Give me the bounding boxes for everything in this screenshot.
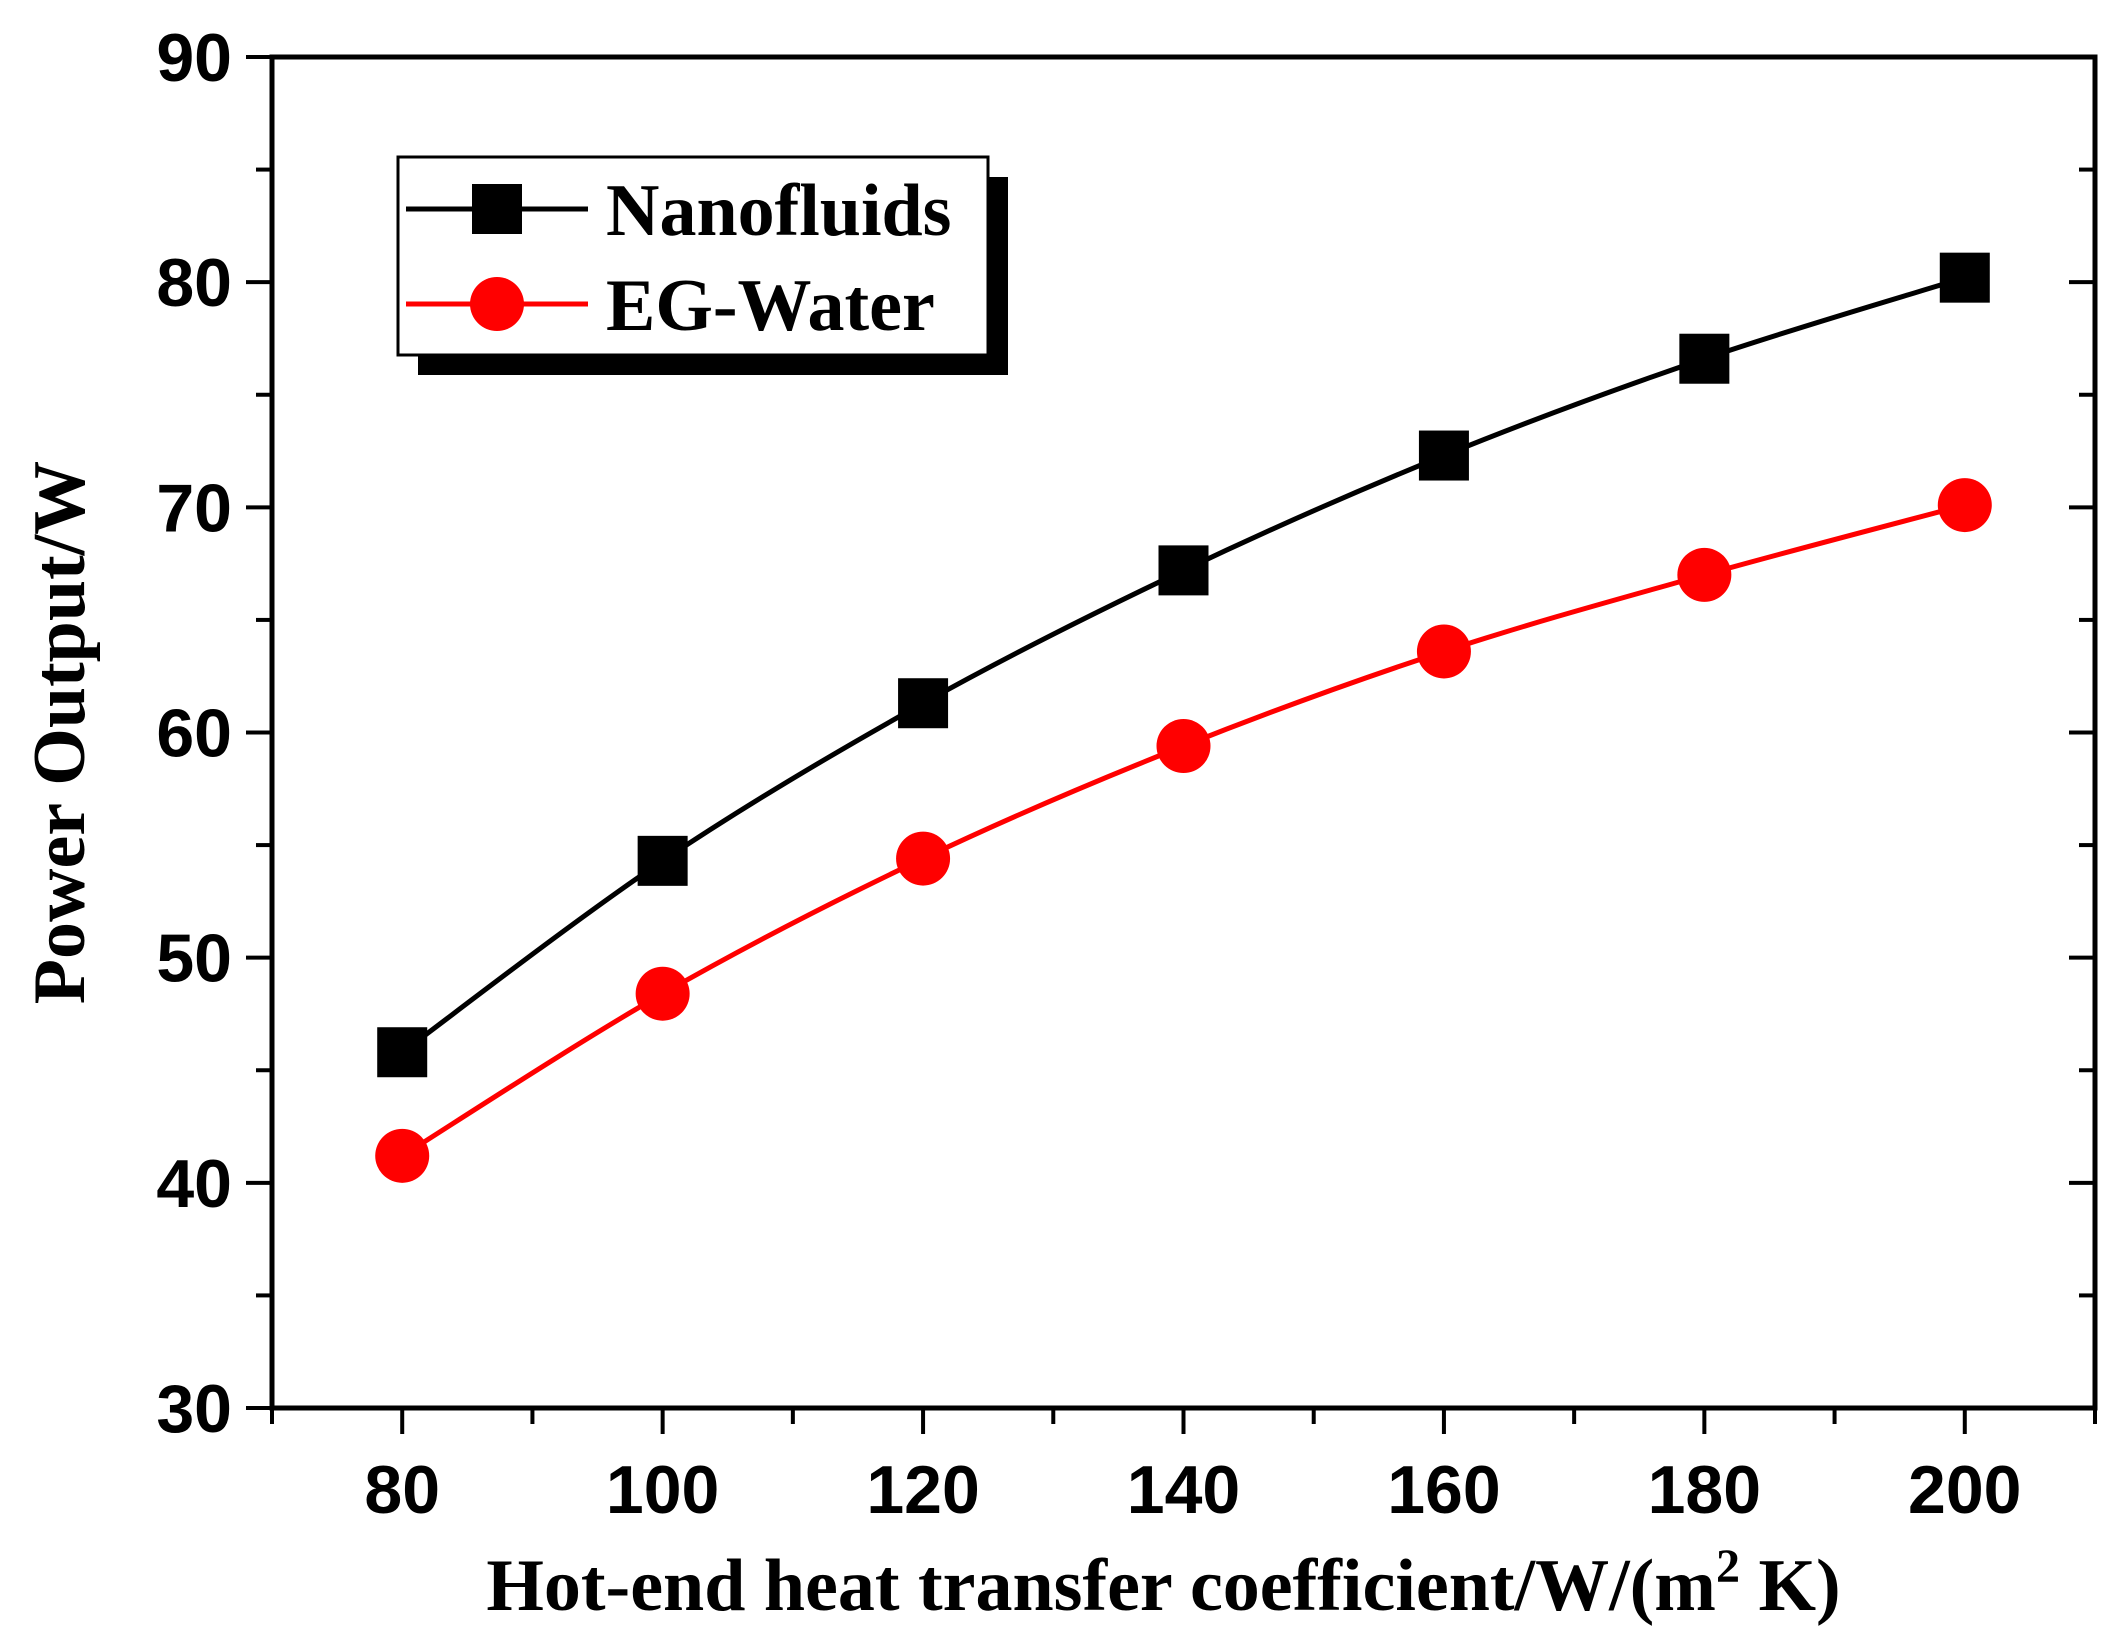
y-tick-label: 30 <box>156 1371 232 1447</box>
data-point-nanofluids <box>1418 430 1469 481</box>
data-point-eg-water <box>1677 547 1732 602</box>
legend-item-nanofluids: Nanofluids <box>406 170 951 252</box>
x-tick-label: 180 <box>1648 1452 1761 1528</box>
data-point-eg-water <box>1416 624 1471 679</box>
tick-labels: 80 100 120 140 160 180 200 30 40 50 60 70 80 90 <box>156 20 2021 1528</box>
data-point-eg-water <box>896 831 951 886</box>
y-tick-label: 90 <box>156 20 232 96</box>
legend-label: EG-Water <box>606 265 935 347</box>
x-axis-title-main: Hot-end heat transfer coefficient/W/(m <box>486 1545 1716 1627</box>
x-tick-label: 200 <box>1908 1452 2021 1528</box>
axis-ticks <box>246 55 2097 1434</box>
data-point-eg-water <box>375 1128 430 1183</box>
y-tick-label: 70 <box>156 470 232 546</box>
x-axis-title: Hot-end heat transfer coefficient/W/(m2 … <box>486 1540 1840 1627</box>
legend-marker-square <box>472 184 522 234</box>
y-tick-label: 80 <box>156 245 232 321</box>
data-point-nanofluids <box>637 835 688 886</box>
data-point-nanofluids <box>898 678 949 729</box>
x-tick-label: 80 <box>364 1452 440 1528</box>
legend: Nanofluids EG-Water <box>396 155 1008 375</box>
y-tick-label: 50 <box>156 921 232 997</box>
y-axis-title: Power Output/W <box>19 461 101 1004</box>
x-tick-label: 140 <box>1127 1452 1240 1528</box>
x-tick-label: 120 <box>866 1452 979 1528</box>
x-tick-label: 160 <box>1387 1452 1500 1528</box>
data-point-nanofluids <box>377 1027 428 1078</box>
plot-frame <box>269 54 2098 1411</box>
y-tick-label: 40 <box>156 1146 232 1222</box>
data-point-nanofluids <box>1679 333 1730 384</box>
data-point-nanofluids <box>1158 545 1209 596</box>
series-eg-water <box>375 478 1992 1183</box>
y-tick-label: 60 <box>156 696 232 772</box>
data-point-eg-water <box>1937 478 1992 533</box>
legend-marker-circle <box>470 277 524 331</box>
x-axis-title-sup: 2 <box>1716 1540 1740 1593</box>
data-point-eg-water <box>635 966 690 1021</box>
data-point-nanofluids <box>1939 252 1990 303</box>
series-nanofluids <box>377 252 1990 1078</box>
legend-label: Nanofluids <box>606 170 951 252</box>
x-tick-label: 100 <box>606 1452 719 1528</box>
series-layer <box>375 252 1992 1183</box>
x-axis-title-tail: K) <box>1740 1545 1841 1627</box>
legend-item-eg-water: EG-Water <box>406 265 935 347</box>
data-point-eg-water <box>1156 719 1211 774</box>
